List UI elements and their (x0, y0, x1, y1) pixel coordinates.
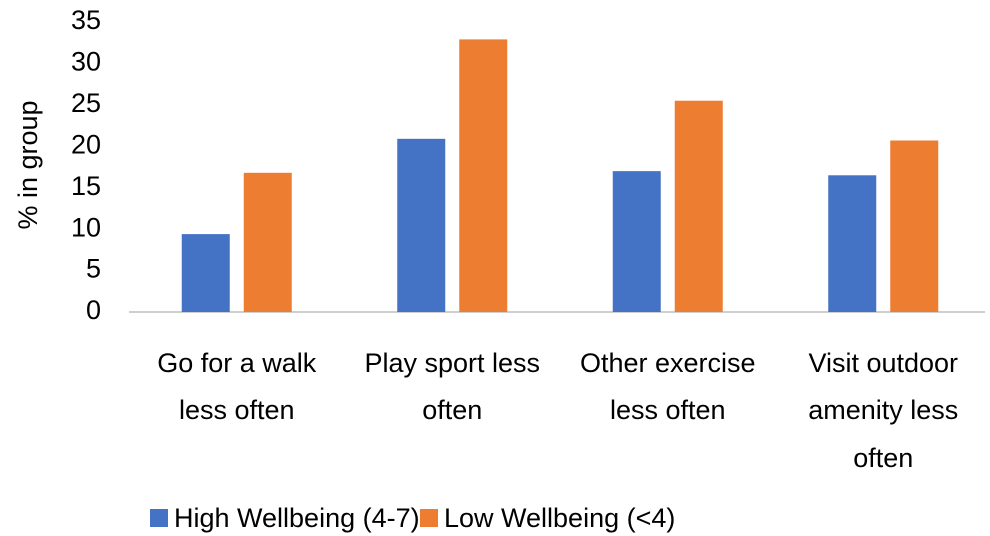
y-tick-label: 5 (86, 254, 101, 284)
bar (459, 39, 508, 313)
y-tick-label: 15 (71, 171, 101, 201)
y-tick-label: 25 (71, 88, 101, 118)
x-tick-label: Other exercise less often (579, 348, 756, 426)
bar (181, 234, 230, 312)
y-tick-label: 20 (71, 129, 101, 159)
x-tick-label: Visit outdoor amenity less often (808, 348, 959, 473)
y-tick-label: 10 (71, 212, 101, 242)
y-tick-label: 30 (71, 47, 101, 77)
legend-swatch (150, 509, 168, 527)
bar (397, 138, 446, 312)
legend-swatch (420, 509, 438, 527)
y-tick-label: 0 (86, 295, 101, 325)
legend-label: High Wellbeing (4-7) (174, 503, 420, 533)
bar (612, 171, 661, 312)
y-axis-title: % in group (13, 100, 43, 229)
bar (828, 175, 877, 312)
x-tick-label: Go for a walk less often (157, 348, 317, 426)
bar (243, 172, 292, 312)
x-tick-label: Play sport less often (364, 348, 541, 426)
y-tick-label: 35 (71, 5, 101, 35)
legend-label: Low Wellbeing (<4) (444, 503, 675, 533)
bar (890, 140, 939, 312)
bar (674, 100, 723, 312)
